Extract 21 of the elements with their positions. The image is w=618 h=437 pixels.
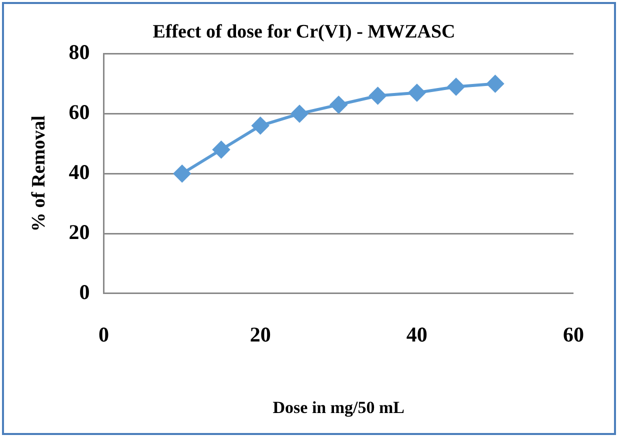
point bbox=[291, 105, 308, 122]
y-tick-label: 40 bbox=[68, 160, 90, 184]
x-tick-label: 20 bbox=[250, 322, 271, 346]
x-tick-label: 0 bbox=[98, 322, 110, 346]
y-tick-label: 0 bbox=[79, 280, 90, 304]
point bbox=[448, 78, 465, 96]
y-tick-label: 20 bbox=[68, 220, 90, 244]
y-tick-label: 80 bbox=[68, 40, 90, 64]
point bbox=[486, 75, 504, 92]
point bbox=[369, 87, 386, 104]
x-tick-label: 40 bbox=[406, 322, 428, 346]
point bbox=[330, 96, 348, 114]
point bbox=[408, 84, 426, 102]
chart-title: Effect of dose for Cr(VI) - MWZASC bbox=[152, 21, 456, 42]
point bbox=[174, 165, 191, 182]
point bbox=[252, 117, 269, 134]
x-tick-label: 60 bbox=[563, 322, 584, 346]
y-tick-label: 60 bbox=[68, 100, 90, 124]
point bbox=[212, 141, 230, 158]
x-axis-title: Dose in mg/50 mL bbox=[272, 398, 405, 418]
y-axis-title: % of Removal bbox=[28, 116, 50, 232]
